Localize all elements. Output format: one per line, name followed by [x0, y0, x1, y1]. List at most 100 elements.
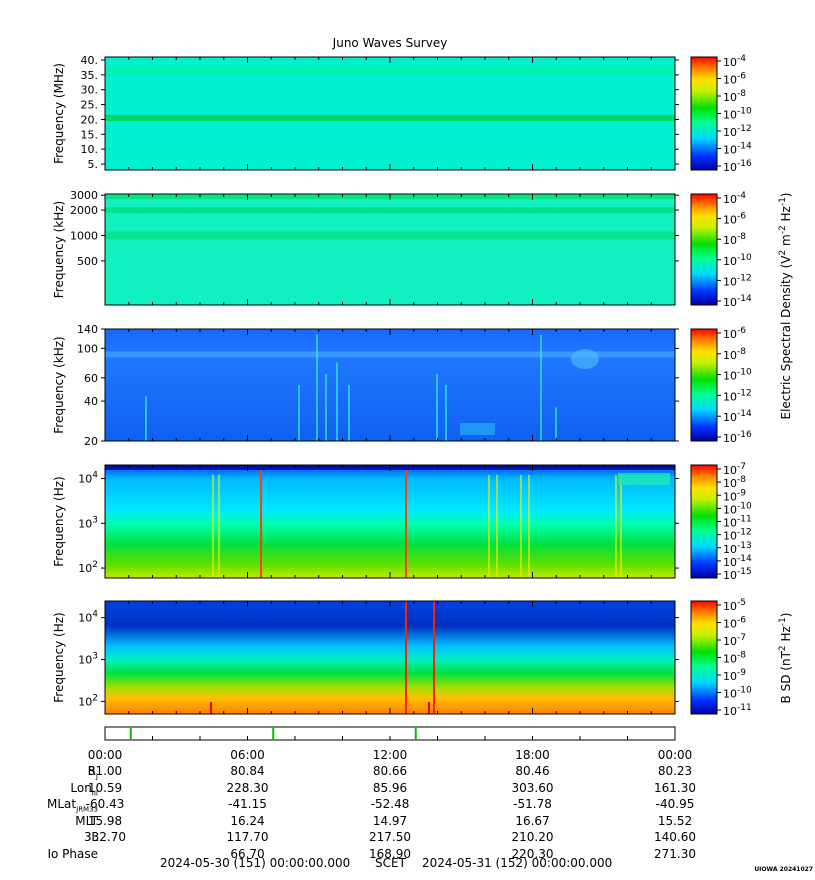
colorbar-tick-label: 10-14: [723, 142, 752, 157]
colorbar-tick-label: 10-12: [723, 528, 752, 543]
ephemeris-label: L: [91, 830, 98, 844]
colorbar-tick-label: 10-10: [723, 368, 752, 383]
ephemeris-value: 18:00: [515, 748, 550, 762]
y-tick-label: 60: [84, 372, 98, 385]
ephemeris-value: 12:00: [372, 748, 408, 762]
y-axis-label: Frequency (Hz): [52, 476, 66, 567]
colorbar-tick-label: 10-10: [723, 501, 752, 516]
burst-streak: [436, 373, 438, 441]
colorbar-tick-label: 10-12: [723, 124, 752, 139]
burst-streak: [316, 334, 318, 441]
y-axis-label: Frequency (MHz): [52, 63, 66, 164]
ephemeris-value: 210.20: [511, 830, 554, 844]
ephemeris-value: 140.60: [654, 830, 696, 844]
burst-streak: [488, 475, 490, 578]
y-tick-label: 103: [78, 652, 98, 667]
ephemeris-value: 271.30: [654, 846, 696, 861]
colorbar-tick-label: 10-8: [723, 232, 746, 247]
footer-scet: SCET: [375, 856, 406, 870]
colorbar-tick-label: 10-14: [723, 554, 752, 569]
burst-streak: [528, 475, 530, 578]
burst-streak: [145, 396, 147, 441]
colorbar: [690, 193, 718, 306]
colorbar-tick-label: 10-16: [723, 430, 752, 445]
y-axis-label: Frequency (kHz): [52, 201, 66, 298]
y-tick-label: 102: [78, 693, 98, 708]
burst-streak: [496, 475, 498, 578]
burst-streak: [520, 475, 522, 578]
ephemeris-value: 00:00: [87, 748, 123, 762]
ephemeris-value: 15.52: [657, 813, 693, 828]
colorbar-tick-label: 10-6: [723, 326, 746, 341]
ephemeris-label: LonIII: [70, 780, 98, 797]
ephemeris-label: MLT: [75, 813, 98, 828]
emission-band: [105, 114, 675, 121]
uiowa-stamp: UIOWA 20241027: [754, 866, 813, 873]
x-axis-tick-labels: 00:00 06:00 12:00 18:00 00:00: [0, 748, 815, 764]
colorbar-tick-label: 10-4: [723, 191, 746, 206]
colorbar-tick-label: 10-6: [723, 212, 746, 227]
ephemeris-value: 85.96: [372, 780, 408, 795]
burst-streak: [405, 601, 407, 714]
ephemeris-value: 06:00: [230, 748, 265, 762]
burst-streak: [218, 475, 220, 578]
electric-colorbar-label: Electric Spectral Density (V2 m-2 Hz-1): [778, 192, 793, 419]
colorbar-tick-label: 10-9: [723, 488, 746, 503]
colorbar-tick-label: 10-8: [723, 347, 746, 362]
ephemeris-row-2: LonIII 10.59 228.30 85.96 303.60 161.30: [0, 781, 815, 797]
colorbar-tick-label: 10-7: [723, 462, 746, 477]
y-tick-label: 5.: [88, 158, 99, 171]
emission-band: [105, 231, 675, 240]
y-tick-label: 30.: [81, 84, 99, 97]
colorbar-tick-label: 10-13: [723, 541, 752, 556]
burst-streak: [405, 465, 407, 578]
footer-end-time: 2024-05-31 (152) 00:00:00.000: [422, 856, 613, 870]
colorbar-tick-label: 10-15: [723, 567, 752, 582]
colorbar-tick-label: 10-8: [723, 89, 746, 104]
colorbar-tick-label: 10-4: [723, 54, 746, 69]
colorbar-tick-label: 10-12: [723, 273, 752, 288]
event-marker: [414, 727, 417, 740]
ephemeris-row-4: MLT 15.98 16.24 14.97 16.67 15.52: [0, 814, 815, 830]
ephemeris-value: 14.97: [372, 813, 408, 828]
colorbar-tick-label: 10-11: [723, 515, 752, 530]
ephemeris-value: 80.84: [230, 764, 265, 778]
burst-streak: [540, 334, 542, 441]
burst-streak: [615, 475, 617, 578]
colorbar-tick-label: 10-11: [723, 703, 752, 718]
burst-streak: [298, 385, 300, 441]
spectrogram-panel-5: [105, 601, 675, 714]
ephemeris-value: 80.23: [657, 764, 693, 778]
burst-streak: [445, 385, 447, 441]
y-axis-label: Frequency (Hz): [52, 612, 66, 703]
ephemeris-row-3: MLatJRM33 -60.43 -41.15 -52.48 -51.78 -40.95: [0, 797, 815, 813]
ephemeris-value: 15.98: [87, 813, 123, 828]
y-tick-label: 100: [77, 342, 98, 355]
y-tick-label: 103: [78, 515, 98, 530]
colorbar-tick-label: 10-6: [723, 72, 746, 87]
burst-streak: [428, 702, 430, 714]
ephemeris-value: -60.43: [85, 797, 125, 811]
burst-streak: [260, 465, 262, 578]
ephemeris-value: -51.78: [513, 797, 552, 811]
ephemeris-value: 168.90: [369, 846, 411, 861]
emission-band: [105, 65, 675, 76]
emission-patch: [460, 423, 495, 435]
ephemeris-label: RJ: [87, 764, 98, 781]
ephemeris-value: 220.30: [511, 846, 554, 861]
ephemeris-value: -40.95: [655, 797, 695, 811]
burst-streak: [433, 601, 435, 714]
colorbar-tick-label: 10-9: [723, 668, 746, 683]
spectrogram-panel-2: [105, 194, 675, 305]
colorbar-tick-label: 10-7: [723, 633, 746, 648]
magnetic-colorbar-label: B SD (nT2 Hz-1): [778, 613, 793, 704]
ephemeris-value: 16.24: [230, 813, 265, 828]
chart-title: Juno Waves Survey: [332, 36, 448, 50]
ephemeris-value: 00:00: [657, 748, 693, 762]
ephemeris-value: 10.59: [87, 780, 123, 795]
ephemeris-row-5: L 332.70 117.70 217.50 210.20 140.60: [0, 830, 815, 846]
spectrogram-panel-3: [105, 329, 675, 441]
y-tick-label: 40: [84, 395, 98, 408]
spectrogram-panel-1: [105, 57, 675, 170]
